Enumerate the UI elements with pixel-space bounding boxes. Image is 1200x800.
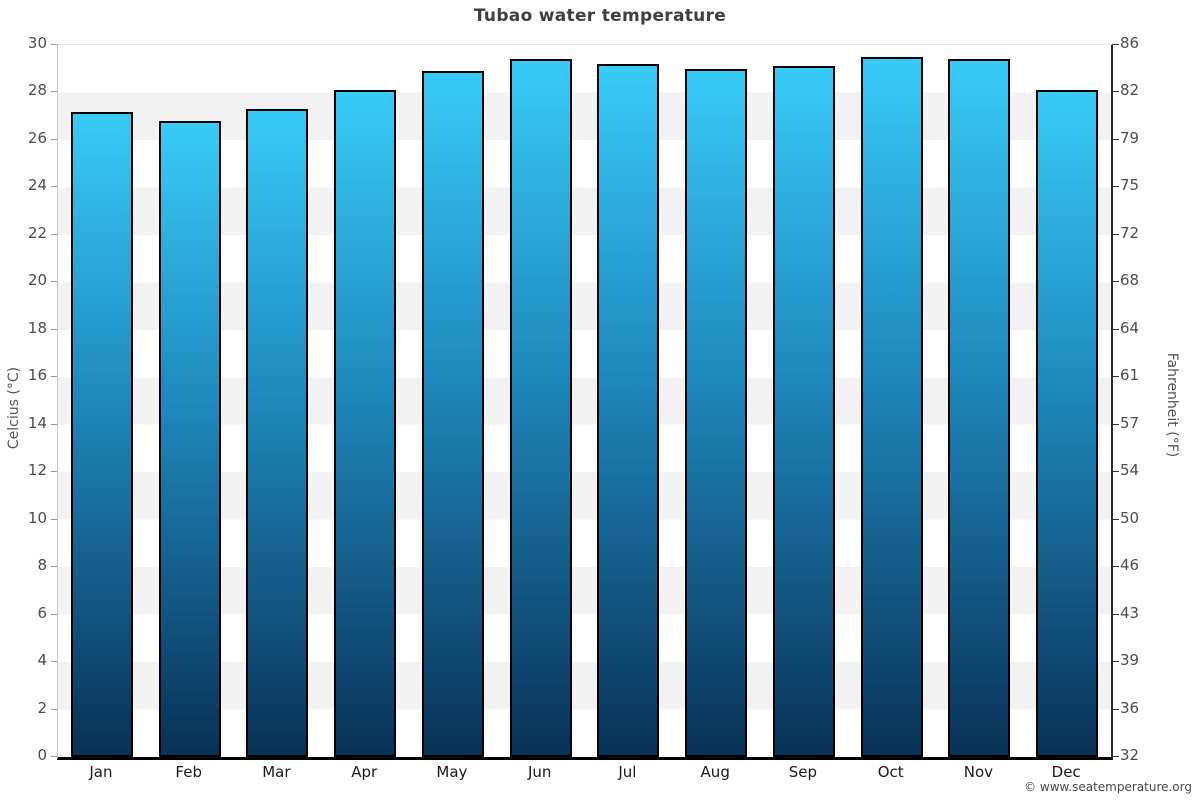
celsius-tick-label-2: 2	[37, 698, 47, 717]
fahrenheit-tick-label-54: 54	[1120, 461, 1140, 480]
fahrenheit-tick-mark	[1113, 328, 1119, 330]
bar-mar	[246, 109, 309, 757]
bar-aug	[685, 68, 748, 757]
bar-oct	[860, 56, 923, 757]
month-label-jul: Jul	[618, 763, 637, 781]
fahrenheit-tick-label-46: 46	[1120, 556, 1140, 575]
fahrenheit-tick-label-36: 36	[1120, 698, 1140, 717]
celsius-tick-label-6: 6	[37, 603, 47, 622]
celsius-tick-mark	[51, 44, 57, 45]
fahrenheit-tick-label-82: 82	[1120, 81, 1140, 100]
bar-jan	[70, 111, 133, 757]
fahrenheit-tick-label-39: 39	[1120, 651, 1140, 670]
chart-title: Tubao water temperature	[473, 6, 727, 26]
celsius-tick-label-10: 10	[27, 508, 47, 527]
celsius-tick-label-30: 30	[27, 34, 47, 52]
fahrenheit-tick-mark	[1113, 613, 1119, 615]
month-label-aug: Aug	[700, 763, 730, 781]
month-label-dec: Dec	[1051, 763, 1081, 781]
fahrenheit-tick-mark	[1113, 756, 1119, 757]
celsius-tick-mark	[51, 613, 57, 615]
fahrenheit-tick-mark	[1113, 186, 1119, 188]
celsius-tick-label-26: 26	[27, 128, 47, 147]
celsius-tick-label-4: 4	[37, 651, 47, 670]
fahrenheit-tick-label-50: 50	[1120, 508, 1140, 527]
celsius-tick-mark	[51, 423, 57, 425]
month-label-apr: Apr	[351, 763, 378, 781]
celsius-tick-label-12: 12	[27, 461, 47, 480]
bar-nov	[948, 59, 1011, 757]
fahrenheit-tick-mark	[1113, 518, 1119, 520]
fahrenheit-tick-mark	[1113, 138, 1119, 140]
fahrenheit-tick-mark	[1113, 423, 1119, 425]
month-label-feb: Feb	[175, 763, 202, 781]
celsius-tick-label-14: 14	[27, 413, 47, 432]
celsius-tick-label-8: 8	[37, 556, 47, 575]
celsius-tick-mark	[51, 708, 57, 710]
celsius-tick-label-22: 22	[27, 223, 47, 242]
celsius-tick-mark	[51, 186, 57, 188]
celsius-tick-label-16: 16	[27, 366, 47, 385]
celsius-tick-mark	[51, 281, 57, 283]
copyright-link[interactable]: © www.seatemperature.org	[1024, 780, 1192, 794]
celsius-tick-mark	[51, 376, 57, 378]
celsius-tick-mark	[51, 518, 57, 520]
fahrenheit-tick-label-61: 61	[1120, 366, 1140, 385]
bar-may	[421, 71, 484, 757]
celsius-tick-mark	[51, 471, 57, 473]
celsius-tick-mark	[51, 328, 57, 330]
fahrenheit-tick-mark	[1113, 281, 1119, 283]
fahrenheit-tick-label-64: 64	[1120, 318, 1140, 337]
celsius-tick-label-0: 0	[37, 746, 47, 764]
celsius-tick-label-24: 24	[27, 176, 47, 195]
celsius-tick-mark	[51, 91, 57, 93]
fahrenheit-tick-mark	[1113, 44, 1119, 45]
fahrenheit-tick-mark	[1113, 661, 1119, 663]
fahrenheit-tick-mark	[1113, 566, 1119, 568]
fahrenheit-tick-label-68: 68	[1120, 271, 1140, 290]
fahrenheit-tick-label-79: 79	[1120, 128, 1140, 147]
fahrenheit-tick-label-32: 32	[1120, 746, 1140, 764]
fahrenheit-tick-mark	[1113, 471, 1119, 473]
fahrenheit-tick-label-75: 75	[1120, 176, 1140, 195]
month-label-jun: Jun	[527, 763, 552, 781]
bar-feb	[158, 120, 221, 757]
celsius-tick-mark	[51, 661, 57, 663]
fahrenheit-tick-label-72: 72	[1120, 223, 1140, 242]
celsius-tick-mark	[51, 233, 57, 235]
fahrenheit-tick-label-86: 86	[1120, 34, 1140, 52]
bar-dec	[1036, 90, 1099, 757]
month-label-jan: Jan	[89, 763, 113, 781]
bar-apr	[334, 90, 397, 757]
fahrenheit-tick-mark	[1113, 708, 1119, 710]
celsius-tick-label-18: 18	[27, 318, 47, 337]
plot-area	[57, 44, 1113, 760]
fahrenheit-tick-mark	[1113, 376, 1119, 378]
fahrenheit-tick-mark	[1113, 233, 1119, 235]
bar-jul	[597, 64, 660, 757]
bar-sep	[772, 66, 835, 757]
month-label-sep: Sep	[788, 763, 818, 781]
bar-jun	[509, 59, 572, 757]
month-label-may: May	[436, 763, 468, 781]
month-label-oct: Oct	[877, 763, 904, 781]
fahrenheit-tick-label-57: 57	[1120, 413, 1140, 432]
celsius-tick-mark	[51, 566, 57, 568]
month-label-nov: Nov	[963, 763, 994, 781]
fahrenheit-tick-mark	[1113, 91, 1119, 93]
celsius-tick-mark	[51, 138, 57, 140]
month-label-mar: Mar	[262, 763, 291, 781]
celsius-tick-label-20: 20	[27, 271, 47, 290]
celsius-tick-label-28: 28	[27, 81, 47, 100]
celsius-tick-mark	[51, 756, 57, 757]
fahrenheit-tick-label-43: 43	[1120, 603, 1140, 622]
